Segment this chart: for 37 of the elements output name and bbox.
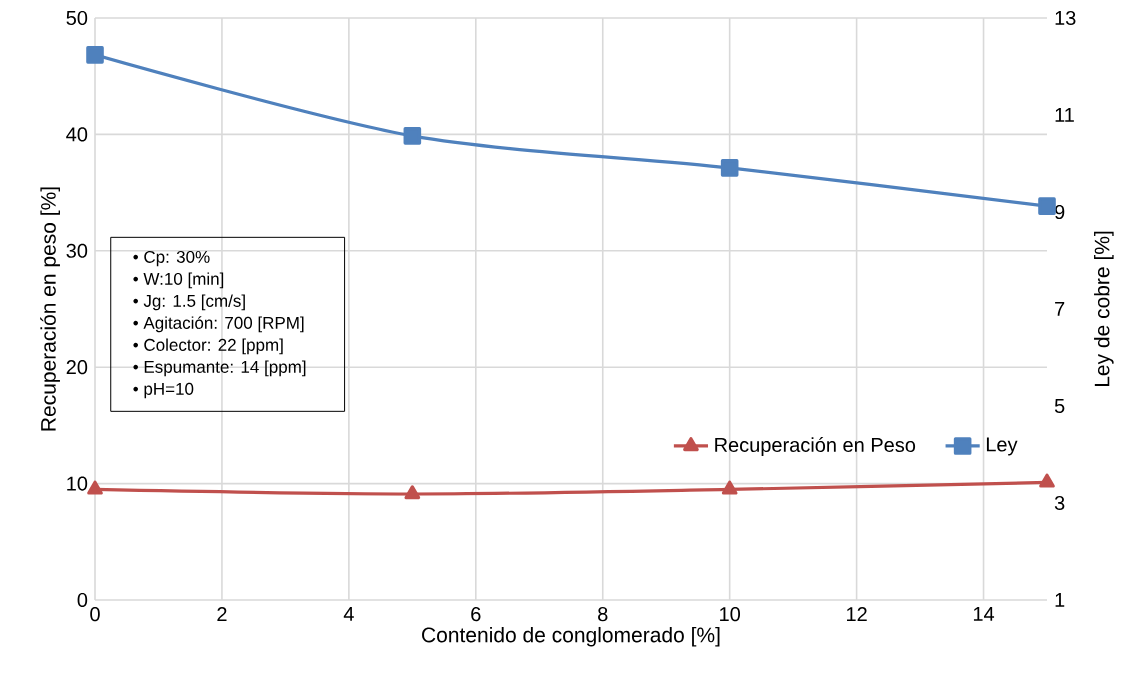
y2-tick-label: 9 bbox=[1055, 204, 1065, 220]
annotation: • pH=10 bbox=[133, 382, 194, 399]
y2-axis-title: Ley de cobre [%] bbox=[1094, 231, 1114, 387]
y-tick-label: 20 bbox=[66, 360, 88, 375]
y-tick-label: 40 bbox=[66, 127, 88, 142]
annotation: • Espumante: 14 [ppm] bbox=[133, 360, 306, 377]
x-tick-label: 2 bbox=[217, 607, 227, 622]
x-tick-label: 6 bbox=[471, 607, 481, 622]
y2-tick-label: 7 bbox=[1055, 302, 1065, 316]
point bbox=[1038, 197, 1056, 215]
point bbox=[720, 159, 739, 177]
annotation: • Cp: 30% bbox=[133, 250, 210, 267]
annotation: • Jg: 1.5 [cm/s] bbox=[133, 294, 245, 311]
x-tick-label: 4 bbox=[343, 607, 354, 621]
annotation: • Agitación: 700 [RPM] bbox=[133, 316, 304, 333]
y-tick-label: 30 bbox=[66, 243, 88, 258]
x-tick-label: 12 bbox=[847, 607, 867, 622]
y-axis-title: Recuperación en peso [%] bbox=[40, 187, 60, 431]
x-tick-label: 10 bbox=[720, 607, 741, 622]
x-axis-title: Contenido de conglomerado [%] bbox=[422, 626, 720, 647]
y2-tick-label: 13 bbox=[1055, 10, 1076, 26]
y-tick-label: 0 bbox=[77, 592, 88, 608]
annotation: • W:10 [min] bbox=[133, 272, 224, 289]
y-tick-label: 10 bbox=[67, 476, 88, 491]
x-tick-label: 0 bbox=[90, 607, 100, 622]
y2-tick-label: 1 bbox=[1055, 593, 1065, 607]
point bbox=[403, 127, 422, 145]
annotation: • Colector: 22 [ppm] bbox=[133, 338, 283, 355]
y2-tick-label: 3 bbox=[1054, 495, 1065, 511]
legend-label: Ley bbox=[986, 437, 1018, 456]
legend-label: Recuperación en Peso bbox=[715, 437, 916, 456]
y-tick-label: 50 bbox=[66, 10, 88, 26]
y2-tick-label: 5 bbox=[1054, 399, 1065, 413]
y2-tick-label: 11 bbox=[1055, 108, 1074, 122]
point bbox=[86, 46, 104, 64]
x-tick-label: 8 bbox=[598, 607, 608, 622]
x-tick-label: 14 bbox=[973, 607, 995, 621]
